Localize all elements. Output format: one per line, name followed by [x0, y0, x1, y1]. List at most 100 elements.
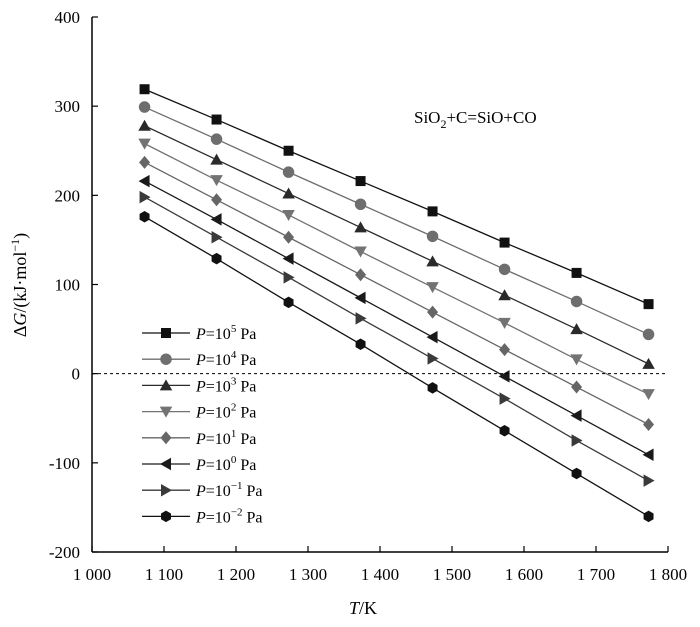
data-point	[571, 267, 582, 278]
data-point	[643, 510, 654, 523]
data-point	[139, 210, 150, 223]
legend-marker	[161, 328, 171, 338]
data-point	[211, 193, 223, 207]
legend-label: P=102 Pa	[195, 402, 256, 422]
data-point	[139, 84, 150, 95]
legend-marker	[159, 406, 173, 418]
data-point	[210, 175, 223, 187]
x-tick-label: 1 100	[145, 565, 183, 584]
data-point	[355, 338, 366, 350]
y-tick-label: -100	[49, 454, 80, 473]
y-tick-label: 300	[55, 97, 81, 116]
data-point	[355, 268, 367, 282]
legend-label: P=10−2 Pa	[195, 506, 263, 526]
series-7	[139, 190, 655, 487]
x-tick-label: 1 500	[433, 565, 471, 584]
data-point	[139, 155, 151, 169]
legend-marker	[160, 353, 172, 365]
series-line	[144, 143, 649, 395]
data-point	[283, 271, 295, 284]
data-point	[283, 230, 295, 244]
chart-annotation: SiO2+C=SiO+CO	[414, 108, 537, 131]
legend-item: P=105 Pa	[142, 323, 256, 343]
legend-label: P=105 Pa	[195, 323, 256, 343]
data-point	[643, 474, 655, 487]
data-point	[282, 166, 295, 178]
axes-layer: 400 300 200 100 0 -100 -200 1 000 1 100 1 200 1 30…	[49, 8, 687, 584]
data-point	[642, 389, 655, 401]
data-point	[642, 448, 654, 462]
data-point	[642, 328, 655, 341]
legend: P=105 Pa P=104 Pa P=103 Pa P=102 Pa P=101 Pa…	[142, 323, 263, 526]
series-line	[144, 180, 649, 456]
series-line	[144, 161, 649, 426]
series-2	[138, 101, 655, 341]
data-point	[499, 424, 510, 437]
series-8	[139, 210, 654, 523]
y-tick-label: 400	[55, 8, 81, 27]
series-4	[138, 138, 655, 401]
data-point	[570, 295, 583, 308]
data-point	[570, 409, 582, 422]
legend-item: P=102 Pa	[142, 402, 256, 422]
y-tick-label: 200	[55, 186, 81, 205]
data-point	[139, 190, 151, 204]
data-point	[571, 467, 582, 480]
data-point	[570, 323, 583, 335]
data-point	[571, 380, 583, 394]
legend-marker	[161, 483, 172, 497]
legend-label: P=101 Pa	[195, 428, 256, 448]
data-point	[571, 434, 583, 447]
data-point	[427, 382, 438, 394]
series-line	[144, 106, 649, 336]
data-point	[283, 145, 294, 156]
data-point	[499, 237, 510, 248]
x-tick-label: 1 200	[217, 565, 255, 584]
legend-item: P=103 Pa	[142, 375, 256, 395]
data-point	[499, 343, 511, 357]
data-point	[211, 230, 223, 244]
data-point	[642, 357, 655, 369]
data-point	[283, 296, 294, 309]
y-tick-label: -200	[49, 543, 80, 562]
x-tick-label: 1 000	[73, 565, 111, 584]
data-point	[211, 114, 222, 125]
data-point	[282, 187, 295, 199]
data-point	[499, 392, 511, 405]
data-point	[426, 282, 439, 294]
series-line	[144, 196, 649, 482]
data-point	[355, 312, 367, 325]
legend-item: P=104 Pa	[142, 349, 256, 369]
data-point	[138, 138, 151, 150]
legend-marker	[159, 379, 173, 391]
series-line	[144, 88, 649, 305]
series-5	[139, 155, 655, 431]
x-tick-label: 1 600	[505, 565, 543, 584]
series-line	[144, 216, 649, 517]
y-tick-label: 0	[72, 365, 81, 384]
legend-label: P=100 Pa	[195, 454, 256, 474]
data-point	[427, 206, 438, 217]
data-point	[426, 230, 439, 243]
data-point	[354, 291, 366, 305]
data-point	[211, 252, 222, 265]
x-tick-label: 1 400	[361, 565, 399, 584]
data-point	[643, 299, 654, 310]
data-point	[138, 119, 151, 131]
data-point	[138, 174, 150, 188]
data-point	[498, 370, 510, 383]
legend-item: P=10−2 Pa	[142, 506, 263, 526]
series-1	[139, 84, 654, 310]
series-line	[144, 125, 649, 365]
data-point	[570, 354, 583, 366]
data-point	[282, 209, 295, 221]
legend-item: P=100 Pa	[142, 454, 256, 474]
legend-marker	[160, 457, 171, 471]
series-6	[138, 174, 654, 462]
x-tick-label: 1 300	[289, 565, 327, 584]
data-point	[498, 263, 511, 276]
data-point	[210, 213, 222, 226]
legend-marker	[161, 510, 171, 523]
data-point	[354, 246, 367, 258]
legend-label: P=103 Pa	[195, 375, 256, 395]
